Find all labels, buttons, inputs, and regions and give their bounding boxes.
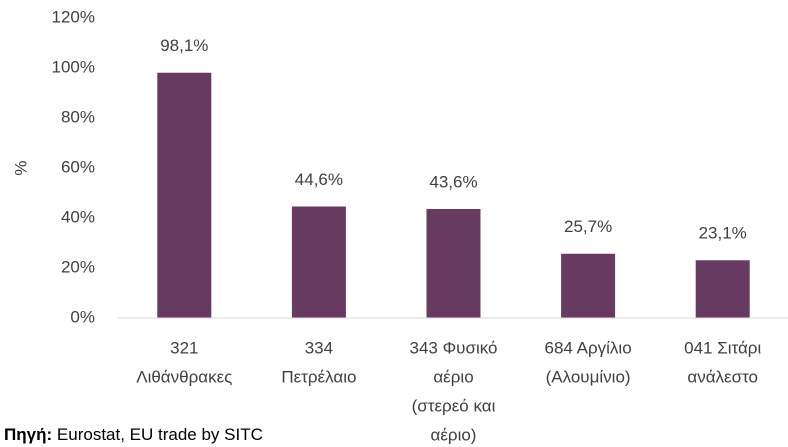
x-tick-label: 684 Αργίλιο <box>545 338 632 357</box>
data-label: 43,6% <box>429 172 477 191</box>
bar <box>695 260 750 318</box>
y-tick-label: 0% <box>70 307 95 326</box>
y-tick-label: 120% <box>52 7 95 26</box>
y-tick-label: 60% <box>61 157 95 176</box>
bar <box>561 253 616 318</box>
y-tick-label: 100% <box>52 57 95 76</box>
bar <box>426 209 481 318</box>
source-label: Πηγή: <box>4 425 52 444</box>
y-tick-label: 40% <box>61 207 95 226</box>
x-tick-label: 343 Φυσικό <box>410 338 498 357</box>
source-text: Eurostat, EU trade by SITC <box>57 425 263 444</box>
x-tick-label: Λιθάνθρακες <box>136 367 232 386</box>
bar <box>291 206 346 318</box>
x-tick-label: ανάλεστο <box>687 367 758 386</box>
x-tick-label: (Αλουμίνιο) <box>546 367 631 386</box>
x-tick-label: Πετρέλαιο <box>281 367 356 386</box>
x-tick-label: 321 <box>170 338 198 357</box>
x-tick-label: αέριο) <box>431 425 477 444</box>
data-label: 98,1% <box>160 36 208 55</box>
data-label: 23,1% <box>699 224 747 243</box>
x-tick-label: αέριο <box>433 367 473 386</box>
data-label: 25,7% <box>564 217 612 236</box>
y-tick-label: 20% <box>61 257 95 276</box>
x-tick-label: (στερεό και <box>412 396 496 415</box>
source: Πηγή: Eurostat, EU trade by SITC <box>4 425 263 444</box>
bar <box>157 72 212 318</box>
y-tick-label: 80% <box>61 107 95 126</box>
y-axis-label: % <box>11 160 30 175</box>
x-tick-label: 041 Σιτάρι <box>684 338 761 357</box>
x-tick-label: 334 <box>305 338 333 357</box>
data-label: 44,6% <box>295 170 343 189</box>
